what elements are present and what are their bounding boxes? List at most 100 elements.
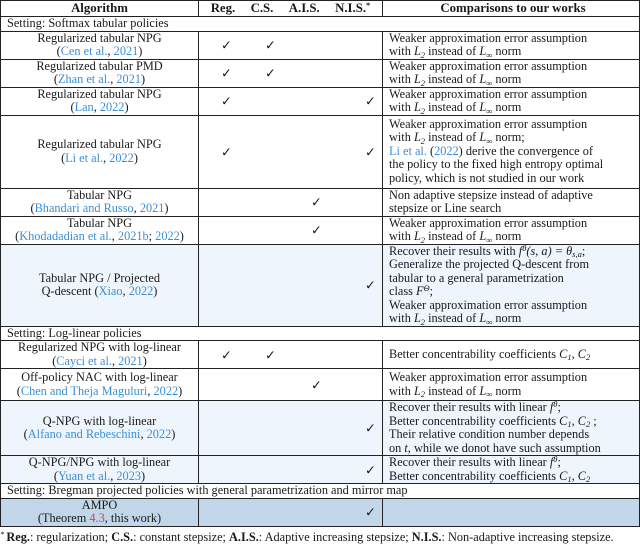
text-segment: , bbox=[133, 201, 140, 215]
header-ais: A.I.S. bbox=[288, 0, 320, 15]
text-segment: the policy to the fixed high entropy opt… bbox=[389, 157, 604, 172]
text-line: Better concentrability coefficients C1, … bbox=[389, 347, 637, 363]
text-segment: 2 bbox=[420, 105, 426, 116]
text-line: on t, while we donot have such assumptio… bbox=[389, 441, 637, 456]
properties-cell: ✓ ✓ bbox=[198, 58, 383, 88]
text-segment: , this work) bbox=[104, 511, 162, 525]
table-row: Q-NPG/NPG with log-linear (Yuan et al., 2… bbox=[0, 454, 640, 484]
text-segment: θ bbox=[553, 399, 558, 410]
citation-link[interactable]: Li et al. bbox=[389, 143, 427, 158]
text-segment: Off-policy NAC with log-linear bbox=[21, 370, 178, 384]
check-ais-icon: ✓ bbox=[311, 376, 322, 392]
text-segment: Weaker approximation error assumption bbox=[389, 86, 588, 101]
algorithm-cell: Regularized tabular PMD (Zhan et al., 202… bbox=[0, 58, 199, 88]
table-row: Tabular NPG (Khodadadian et al., 2021b; 2… bbox=[0, 215, 640, 245]
check-ais-icon: ✓ bbox=[311, 222, 322, 238]
text-segment: (Theorem bbox=[37, 511, 90, 525]
text-line: Better concentrability coefficients C1, … bbox=[389, 468, 637, 484]
citation-link[interactable]: 2022 bbox=[146, 427, 172, 441]
text-segment: , bbox=[110, 72, 117, 86]
text-segment: ∞ bbox=[486, 135, 493, 146]
text-segment: Tabular NPG bbox=[66, 187, 133, 202]
properties-cell: ✓ bbox=[198, 400, 383, 456]
text-segment: Recover their results with bbox=[389, 243, 519, 258]
check-reg-icon: ✓ bbox=[221, 143, 232, 159]
text-segment: ( bbox=[61, 150, 66, 165]
text-segment: with bbox=[389, 72, 414, 86]
text-segment: 2 bbox=[585, 352, 591, 363]
citation-link[interactable]: 2021b bbox=[117, 229, 149, 243]
setting-label: Setting: Softmax tabular policies bbox=[0, 16, 640, 32]
comparison-cell: Better concentrability coefficients C1, … bbox=[382, 340, 640, 369]
text-segment: Non adaptive stepsize instead of adaptiv… bbox=[389, 187, 593, 202]
text-segment: ; bbox=[429, 284, 434, 298]
text-segment: stepsize or Line search bbox=[389, 201, 502, 215]
citation-link[interactable]: 2022 bbox=[128, 284, 154, 298]
header-properties: Reg. C.S. A.I.S. N.I.S.* bbox=[198, 0, 383, 17]
algorithm-cell: Regularized tabular NPG (Li et al., 2022) bbox=[0, 114, 199, 189]
text-segment: Q-descent ( bbox=[41, 284, 99, 298]
math-symbol: (s, a) = θ bbox=[526, 243, 573, 258]
citation-link[interactable]: Chen and Theja Maguluri bbox=[20, 383, 148, 398]
citation-link[interactable]: Alfano and Rebeschini bbox=[27, 427, 141, 441]
text-segment: , bbox=[107, 44, 114, 58]
text-segment: 1 bbox=[567, 352, 572, 363]
properties-cell: ✓ bbox=[198, 187, 383, 217]
text-line: (Theorem 4.3, this work) bbox=[5, 511, 194, 526]
citation-link[interactable]: Yuan et al. bbox=[58, 468, 111, 483]
text-line: Tabular NPG bbox=[5, 216, 194, 231]
text-segment: θ bbox=[522, 242, 527, 253]
comparison-cell: Weaker approximation error assumption wit… bbox=[382, 58, 640, 88]
text-segment: ( bbox=[426, 143, 435, 158]
citation-link[interactable]: 2022 bbox=[434, 143, 459, 158]
text-segment: Q-NPG with log-linear bbox=[42, 413, 157, 428]
citation-link[interactable]: 2022 bbox=[155, 229, 180, 243]
math-symbol: f bbox=[518, 243, 523, 258]
table-row: Tabular NPG (Bhandari and Russo, 2021) ✓ No… bbox=[0, 187, 640, 217]
text-segment: norm bbox=[492, 100, 522, 114]
citation-link[interactable]: 2021 bbox=[116, 72, 141, 86]
text-line: Q-descent (Xiao, 2022) bbox=[5, 284, 194, 299]
text-line: with L2 instead of L∞ norm bbox=[389, 311, 637, 326]
citation-link[interactable]: Lan bbox=[74, 100, 94, 114]
citation-link[interactable]: Bhandari and Russo bbox=[34, 201, 134, 215]
theorem-ref-link[interactable]: 4.3 bbox=[89, 511, 105, 525]
algorithm-cell: Tabular NPG (Bhandari and Russo, 2021) bbox=[0, 187, 199, 217]
text-segment: norm bbox=[492, 72, 522, 86]
citation-link[interactable]: 2021 bbox=[113, 44, 139, 58]
text-line: with L2 instead of L∞ norm bbox=[389, 44, 637, 59]
algorithm-cell: Tabular NPG / Projected Q-descent (Xiao, … bbox=[0, 243, 199, 327]
text-segment: N.I.S. bbox=[411, 529, 442, 544]
citation-link[interactable]: 2023 bbox=[116, 468, 141, 483]
text-segment: θ bbox=[553, 454, 558, 465]
math-symbol: C bbox=[559, 468, 568, 483]
check-nis-icon: ✓ bbox=[365, 93, 376, 109]
setting-label: Setting: Log-linear policies bbox=[0, 325, 640, 341]
text-line: Q-NPG with log-linear bbox=[5, 413, 194, 429]
text-segment: , bbox=[111, 353, 119, 368]
comparison-cell: Non adaptive stepsize instead of adaptiv… bbox=[382, 187, 640, 217]
table-header: Algorithm Reg. C.S. A.I.S. N.I.S.* Compa… bbox=[0, 0, 640, 17]
text-segment: instead of bbox=[425, 229, 480, 243]
citation-link[interactable]: 2021 bbox=[139, 201, 165, 215]
math-symbol: L bbox=[479, 72, 487, 86]
text-line: (Cayci et al., 2021) bbox=[5, 353, 194, 369]
citation-link[interactable]: 2022 bbox=[153, 383, 179, 398]
text-segment: ; bbox=[590, 413, 597, 428]
math-symbol: L bbox=[413, 383, 421, 398]
text-segment: Tabular NPG / Projected bbox=[38, 270, 161, 285]
citation-link[interactable]: Cayci et al. bbox=[56, 353, 112, 368]
footnote-marker: * bbox=[366, 0, 371, 10]
math-symbol: C bbox=[559, 413, 568, 428]
text-segment: Regularized tabular PMD bbox=[36, 58, 163, 73]
citation-link[interactable]: Xiao bbox=[98, 284, 123, 298]
citation-link[interactable]: Zhan et al. bbox=[58, 72, 111, 86]
header-comparisons: Comparisons to our works bbox=[382, 0, 640, 17]
citation-link[interactable]: Cen et al. bbox=[60, 44, 108, 58]
citation-link[interactable]: Khodadadian et al. bbox=[19, 229, 112, 243]
citation-link[interactable]: Li et al. bbox=[65, 150, 104, 165]
citation-link[interactable]: 2022 bbox=[109, 150, 134, 165]
text-segment: ∞ bbox=[486, 234, 493, 245]
citation-link[interactable]: 2021 bbox=[118, 353, 143, 368]
citation-link[interactable]: 2022 bbox=[99, 100, 125, 114]
